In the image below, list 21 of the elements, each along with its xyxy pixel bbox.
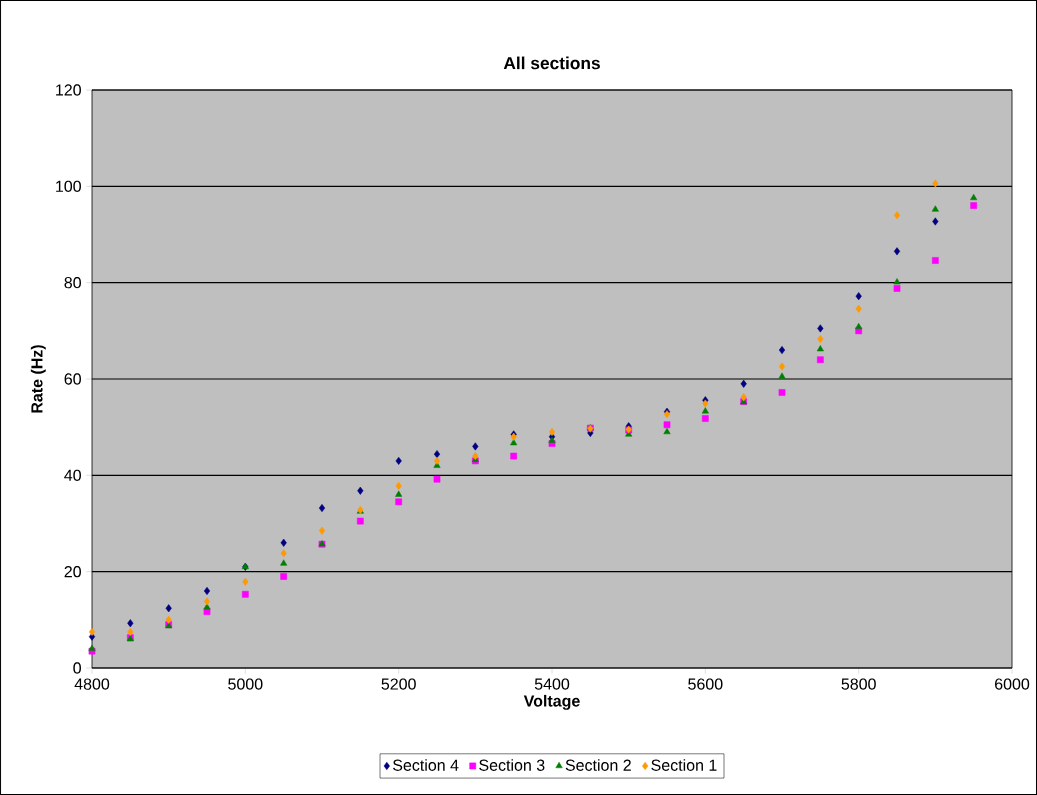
- x-tick-label: 5600: [688, 678, 723, 690]
- y-tick-label: 100: [56, 180, 81, 192]
- y-tick-label: 120: [56, 84, 81, 96]
- x-tick-label: 5400: [534, 678, 570, 690]
- x-tick-label: 5200: [381, 678, 416, 690]
- y-tick-label: 40: [64, 469, 81, 481]
- x-axis-title: Voltage: [523, 694, 580, 710]
- legend-label: Section 3: [479, 759, 545, 771]
- legend-label: Section 1: [651, 759, 717, 771]
- y-tick-label: 0: [73, 662, 81, 674]
- legend-label: Section 4: [393, 759, 459, 771]
- x-tick-label: 6000: [995, 678, 1030, 690]
- x-tick-label: 4800: [74, 678, 110, 690]
- y-tick-label: 20: [64, 566, 81, 578]
- y-tick-label: 60: [64, 373, 81, 385]
- x-tick-label: 5800: [841, 678, 876, 690]
- y-axis-title: Rate (Hz): [30, 345, 46, 413]
- y-tick-label: 80: [64, 277, 81, 289]
- legend-label: Section 2: [565, 759, 631, 771]
- x-tick-label: 5000: [228, 678, 263, 690]
- chart-title: All sections: [503, 56, 600, 70]
